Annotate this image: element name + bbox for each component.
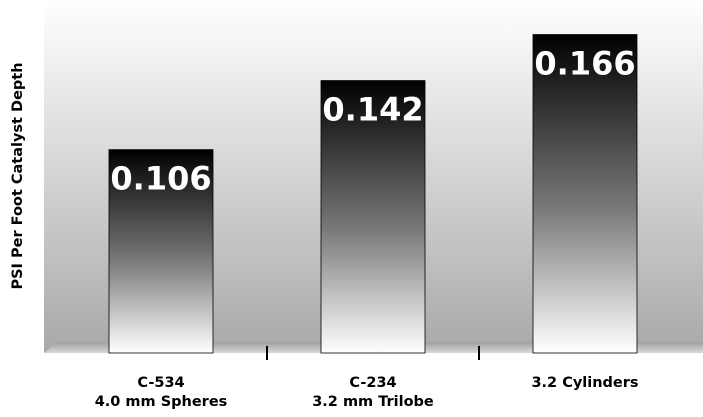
bar-2 (320, 80, 426, 354)
x-tick-label-2-line-1: C-234 (349, 375, 396, 391)
x-tick-label-3-line-1: 3.2 Cylinders (531, 375, 638, 391)
bar-value-label-2: 0.142 (322, 91, 423, 129)
y-axis-label: PSI Per Foot Catalyst Depth (10, 62, 26, 289)
x-tick-label-2-line-2: 3.2 mm Trilobe (312, 394, 434, 410)
x-tick-label-1-line-2: 4.0 mm Spheres (95, 394, 228, 410)
bar-value-label-3: 0.166 (534, 45, 635, 83)
bar-1 (108, 149, 214, 354)
bar-3 (532, 34, 638, 354)
bar-value-label-1: 0.106 (110, 160, 211, 198)
x-tick-label-1-line-1: C-534 (137, 375, 184, 391)
